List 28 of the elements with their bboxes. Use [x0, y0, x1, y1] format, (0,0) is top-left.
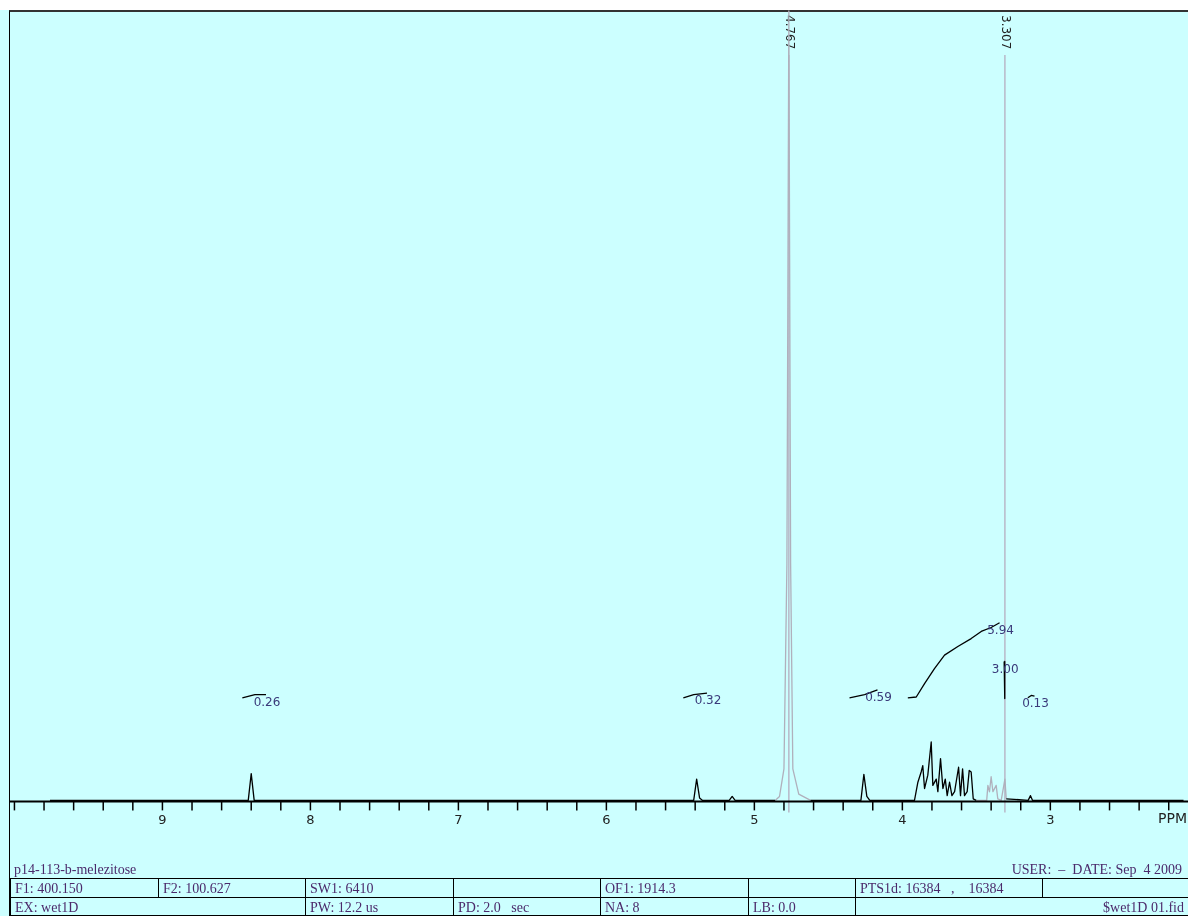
text: PW: 12.2 us	[305, 897, 453, 916]
x-axis-title: PPM	[1158, 810, 1187, 827]
text: p14-113-b-melezitose	[14, 861, 137, 878]
text: PD: 2.0 sec	[453, 897, 600, 916]
text: USER: – DATE: Sep 4 2009	[1011, 861, 1182, 878]
annotation: 5.94	[987, 622, 1014, 637]
x-tick-label: 7	[454, 811, 463, 827]
ref-line-label: 3.307	[998, 15, 1013, 50]
x-tick-label: 4	[898, 811, 907, 827]
text: F1: 400.150	[10, 878, 158, 897]
annotation: 0.59	[865, 690, 892, 705]
text: NA: 8	[600, 897, 748, 916]
ref-line-label: 4.767	[782, 15, 797, 50]
x-tick-label: 5	[750, 811, 759, 827]
text: SW1: 6410	[305, 878, 453, 897]
x-tick-label: 3	[1046, 811, 1055, 827]
text: OF1: 1914.3	[600, 878, 748, 897]
annotation: 0.32	[694, 693, 722, 708]
text: F2: 100.627	[158, 878, 305, 897]
text: EX: wet1D	[10, 897, 305, 916]
x-tick-label: 9	[158, 811, 167, 827]
text: PTS1d: 16384 , 16384	[855, 878, 1043, 897]
x-tick-label: 6	[602, 811, 611, 827]
text: LB: 0.0	[748, 897, 855, 916]
x-tick-label: 8	[306, 811, 315, 827]
annotation: 0.13	[1022, 696, 1049, 711]
annotation: 0.26	[253, 694, 281, 709]
text: $wet1D 01.fid	[855, 897, 1188, 916]
